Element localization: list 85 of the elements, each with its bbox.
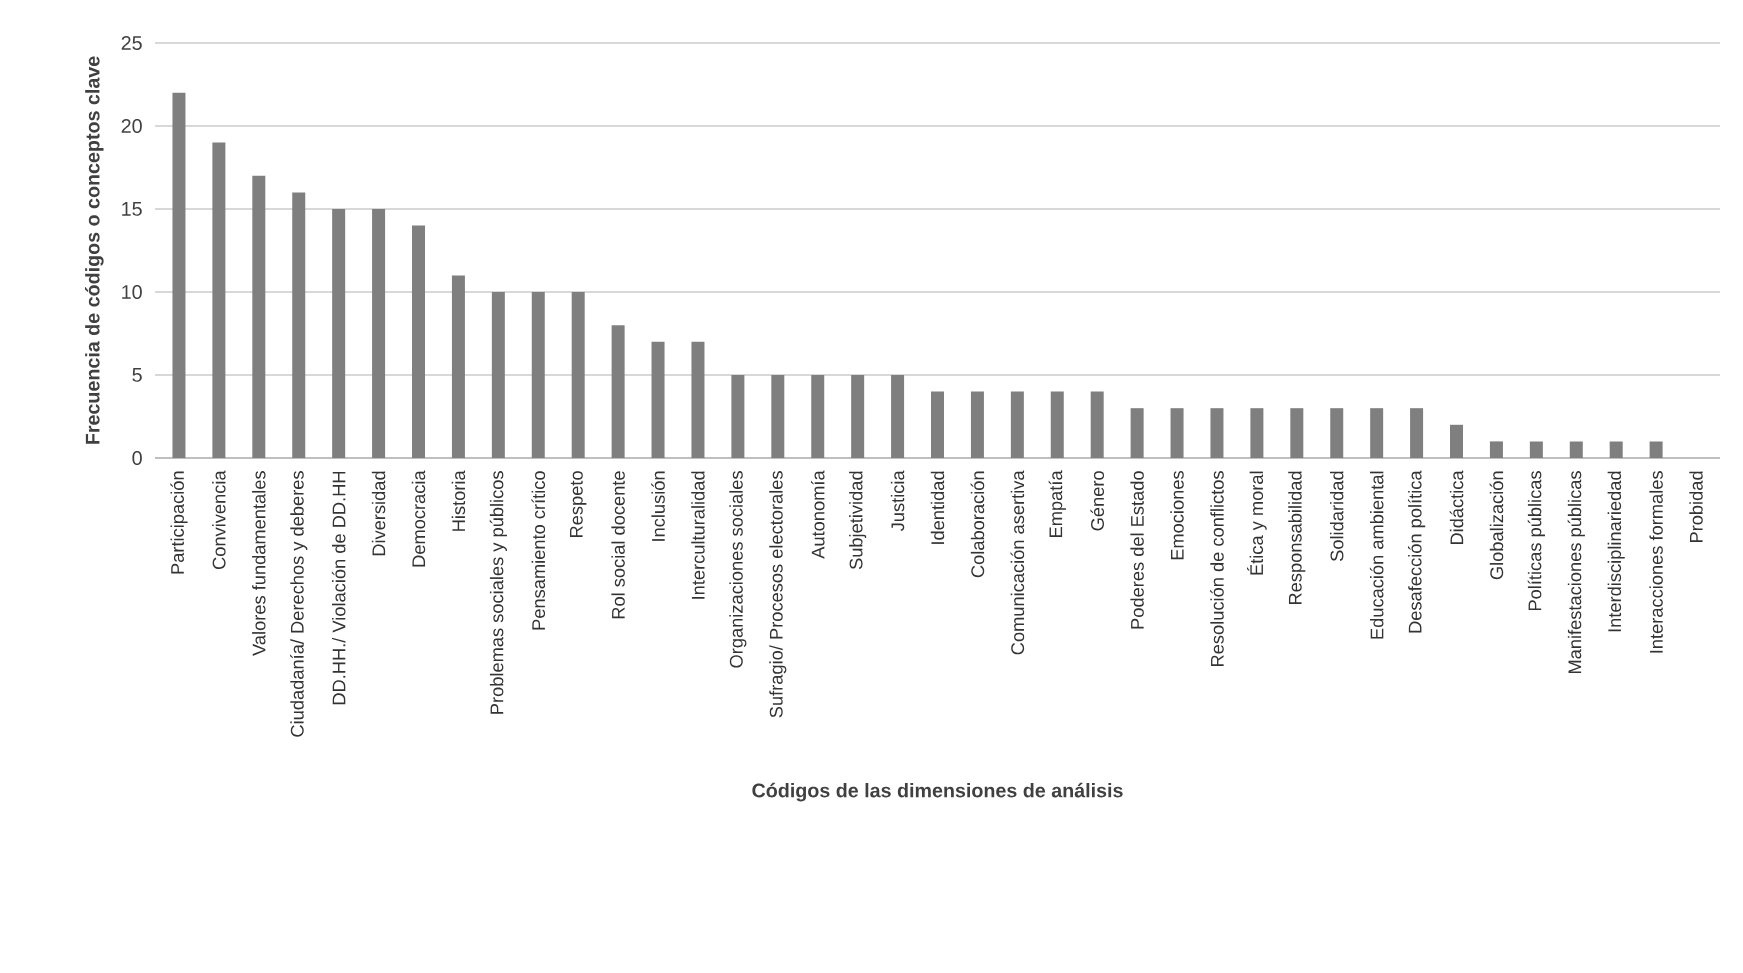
bar [1090, 391, 1104, 458]
x-tick-label: Género [1090, 471, 1104, 531]
x-tick-label: Poderes del Estado [1130, 471, 1144, 629]
x-tick-label: Problemas sociales y públicos [489, 471, 507, 714]
y-tick-label: 0 [132, 451, 142, 465]
x-tick-label: Rol social docente [611, 471, 625, 619]
x-tick-label: Solidaridad [1329, 471, 1344, 562]
x-tick-label: Sufragio/ Procesos electorales [769, 471, 787, 718]
x-tick-label: Ciudadanía/ Derechos y deberes [290, 471, 308, 737]
bar [172, 92, 186, 458]
x-tick-label: Inclusión [651, 471, 665, 541]
y-tick-label: 10 [122, 285, 142, 299]
bar [851, 374, 865, 458]
x-tick-label: Comunicación asertiva [1010, 470, 1025, 655]
x-tick-label: Políticas públicas [1527, 471, 1545, 611]
x-tick-label: Identidad [930, 471, 945, 544]
x-tick-label: Emociones [1170, 471, 1184, 560]
bar [1450, 424, 1464, 458]
x-tick-label: Valores fundamentales [252, 471, 266, 656]
x-tick-label: Interacciones formales [1649, 471, 1663, 653]
x-tick-label: Educación ambiental [1369, 471, 1384, 639]
x-tick-label: Globalización [1489, 471, 1504, 580]
x-axis-title: Códigos de las dimensiones de análisis [752, 782, 1123, 802]
x-tick-label: Colaboración [970, 471, 985, 578]
bar [1529, 441, 1543, 458]
bar [1210, 408, 1224, 458]
x-tick-label: Probidad [1689, 471, 1703, 543]
y-tick-label: 15 [122, 202, 142, 216]
y-tick-label: 5 [132, 368, 142, 382]
bar [372, 208, 386, 458]
bar [1290, 408, 1304, 458]
x-tick-label: Interdisciplinariedad [1607, 471, 1625, 632]
bar [891, 374, 905, 458]
x-tick-label: Historia [451, 470, 466, 531]
bar [412, 225, 425, 458]
x-tick-label: Desafección política [1407, 470, 1426, 633]
bar [332, 208, 346, 458]
x-tick-label: Autonomía [810, 470, 825, 559]
bar [651, 341, 665, 458]
x-tick-label: Interculturalidad [691, 471, 705, 599]
bar [1410, 408, 1424, 458]
bar [970, 391, 984, 458]
x-tick-label: Manifestaciones públicas [1567, 471, 1585, 674]
bar [931, 391, 945, 458]
x-tick-label: Resolución de conflictos [1210, 471, 1224, 666]
x-tick-label: Organizaciones sociales [729, 471, 747, 668]
x-tick-label: Ética y moral [1247, 471, 1267, 575]
y-axis-title: Frecuencia de códigos o conceptos clave [84, 56, 104, 444]
bar [1330, 408, 1344, 458]
bar [212, 142, 226, 458]
bar [292, 192, 306, 458]
x-tick-label: Participación [170, 471, 188, 574]
bar [491, 291, 505, 458]
bar [252, 175, 266, 458]
bar [691, 341, 705, 458]
x-tick-label: Justicia [890, 470, 905, 532]
x-tick-label: DD.HH./ Violación de DD.HH [331, 471, 346, 705]
bar [1250, 408, 1264, 458]
y-tick-label: 20 [121, 119, 142, 133]
bar [1170, 408, 1184, 458]
bar [611, 325, 625, 458]
bar [1649, 441, 1663, 458]
x-tick-label: Pensamiento crítico [531, 471, 546, 630]
bar [1370, 408, 1384, 458]
bar [1050, 391, 1064, 458]
bar [1010, 391, 1024, 458]
bar [771, 374, 785, 458]
bar [1609, 441, 1623, 458]
x-tick-label: Empatía [1048, 470, 1066, 537]
x-tick-label: Respeto [570, 471, 587, 537]
x-tick-label: Subjetividad [849, 471, 867, 570]
bar [811, 374, 825, 458]
y-tick-label: 25 [121, 36, 142, 50]
bar [451, 275, 465, 458]
bar [531, 291, 545, 458]
x-tick-label: Didáctica [1449, 470, 1464, 545]
x-tick-label: Convivencia [212, 470, 226, 570]
bar [1130, 408, 1144, 458]
x-tick-label: Responsabilidad [1288, 471, 1306, 605]
bar [1569, 441, 1583, 458]
x-tick-label: Democracia [411, 470, 426, 567]
bar [1489, 441, 1503, 458]
x-tick-label: Diversidad [371, 471, 386, 556]
bar [571, 291, 585, 458]
bar [731, 374, 745, 458]
